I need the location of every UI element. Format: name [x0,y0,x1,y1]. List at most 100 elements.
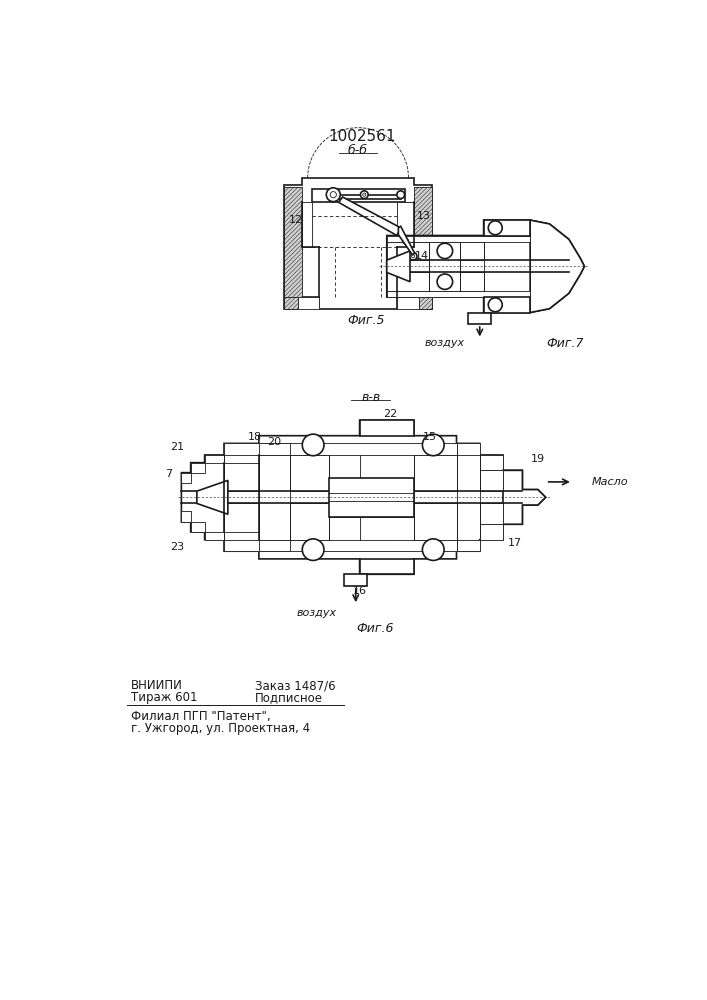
Text: Тираж 601: Тираж 601 [131,691,197,704]
Polygon shape [284,297,298,309]
Polygon shape [414,503,457,540]
Polygon shape [480,455,503,470]
Text: в-в: в-в [361,391,381,404]
Polygon shape [284,187,303,305]
Polygon shape [191,522,204,532]
Text: Заказ 1487/6: Заказ 1487/6 [255,679,336,692]
Polygon shape [339,197,401,235]
Polygon shape [398,226,414,255]
Circle shape [437,274,452,289]
Polygon shape [419,297,432,309]
Polygon shape [333,195,401,199]
Polygon shape [387,220,585,312]
Bar [429,242,460,291]
Polygon shape [191,463,204,473]
Polygon shape [480,524,503,540]
Text: 23: 23 [170,542,185,552]
Circle shape [303,539,324,560]
Polygon shape [414,455,457,491]
Text: б-б: б-б [348,144,368,157]
Polygon shape [224,503,259,532]
Text: Филиал ПГП "Патент",: Филиал ПГП "Патент", [131,710,271,723]
Polygon shape [197,480,228,514]
Polygon shape [484,297,530,312]
Text: Фиг.6: Фиг.6 [356,622,394,635]
Polygon shape [329,478,414,486]
Polygon shape [329,509,414,517]
Polygon shape [290,455,329,491]
Text: 13: 13 [417,211,431,221]
Polygon shape [457,443,480,455]
Polygon shape [387,291,530,297]
Polygon shape [224,540,457,551]
Polygon shape [312,189,404,202]
Polygon shape [298,297,320,309]
Polygon shape [259,540,290,551]
Text: 14: 14 [414,251,428,261]
Circle shape [402,238,409,244]
Text: воздух: воздух [425,338,465,348]
Circle shape [489,221,502,235]
Text: воздух: воздух [297,608,337,618]
Text: Подписное: Подписное [255,691,323,704]
Circle shape [330,192,337,198]
Text: 22: 22 [383,409,398,419]
Polygon shape [480,470,503,491]
Text: 16: 16 [353,586,367,596]
Polygon shape [414,187,432,305]
Polygon shape [484,220,530,235]
Text: Фиг.5: Фиг.5 [347,314,385,327]
Text: Фиг.7: Фиг.7 [547,337,584,350]
Polygon shape [460,242,484,260]
Circle shape [437,243,452,259]
Text: Масло: Масло [592,477,629,487]
Bar [329,478,414,517]
Polygon shape [344,574,368,586]
Text: 18: 18 [248,432,262,442]
Circle shape [303,434,324,456]
Polygon shape [204,455,224,463]
Polygon shape [224,443,457,455]
Polygon shape [468,312,491,324]
Circle shape [489,298,502,312]
Text: 21: 21 [170,442,185,452]
Polygon shape [397,202,414,235]
Polygon shape [259,443,290,455]
Text: 1002561: 1002561 [328,129,396,144]
Polygon shape [360,559,414,574]
Text: 7: 7 [165,469,172,479]
Text: г. Ужгород, ул. Проектная, 4: г. Ужгород, ул. Проектная, 4 [131,722,310,735]
Polygon shape [404,202,414,247]
Polygon shape [387,251,410,282]
Circle shape [327,188,340,202]
Polygon shape [530,220,585,312]
Circle shape [363,193,366,196]
Circle shape [422,434,444,456]
Polygon shape [224,463,259,491]
Polygon shape [182,473,191,483]
Circle shape [411,255,414,258]
Polygon shape [290,503,329,540]
Text: ВНИИПИ: ВНИИПИ [131,679,183,692]
Polygon shape [387,272,429,291]
Text: 20: 20 [267,437,281,447]
Polygon shape [284,178,432,309]
Polygon shape [457,540,480,551]
Polygon shape [182,420,546,574]
Text: 17: 17 [508,538,522,548]
Polygon shape [360,420,414,436]
Polygon shape [387,235,530,242]
Text: 15: 15 [422,432,436,442]
Polygon shape [303,202,312,247]
Polygon shape [387,242,429,260]
Circle shape [361,191,368,199]
Polygon shape [397,297,419,309]
Circle shape [409,252,417,260]
Polygon shape [460,272,484,291]
Text: 12: 12 [289,215,303,225]
Text: 19: 19 [531,454,545,464]
Circle shape [422,539,444,560]
Polygon shape [182,511,191,522]
Polygon shape [480,503,503,524]
Circle shape [397,191,404,199]
